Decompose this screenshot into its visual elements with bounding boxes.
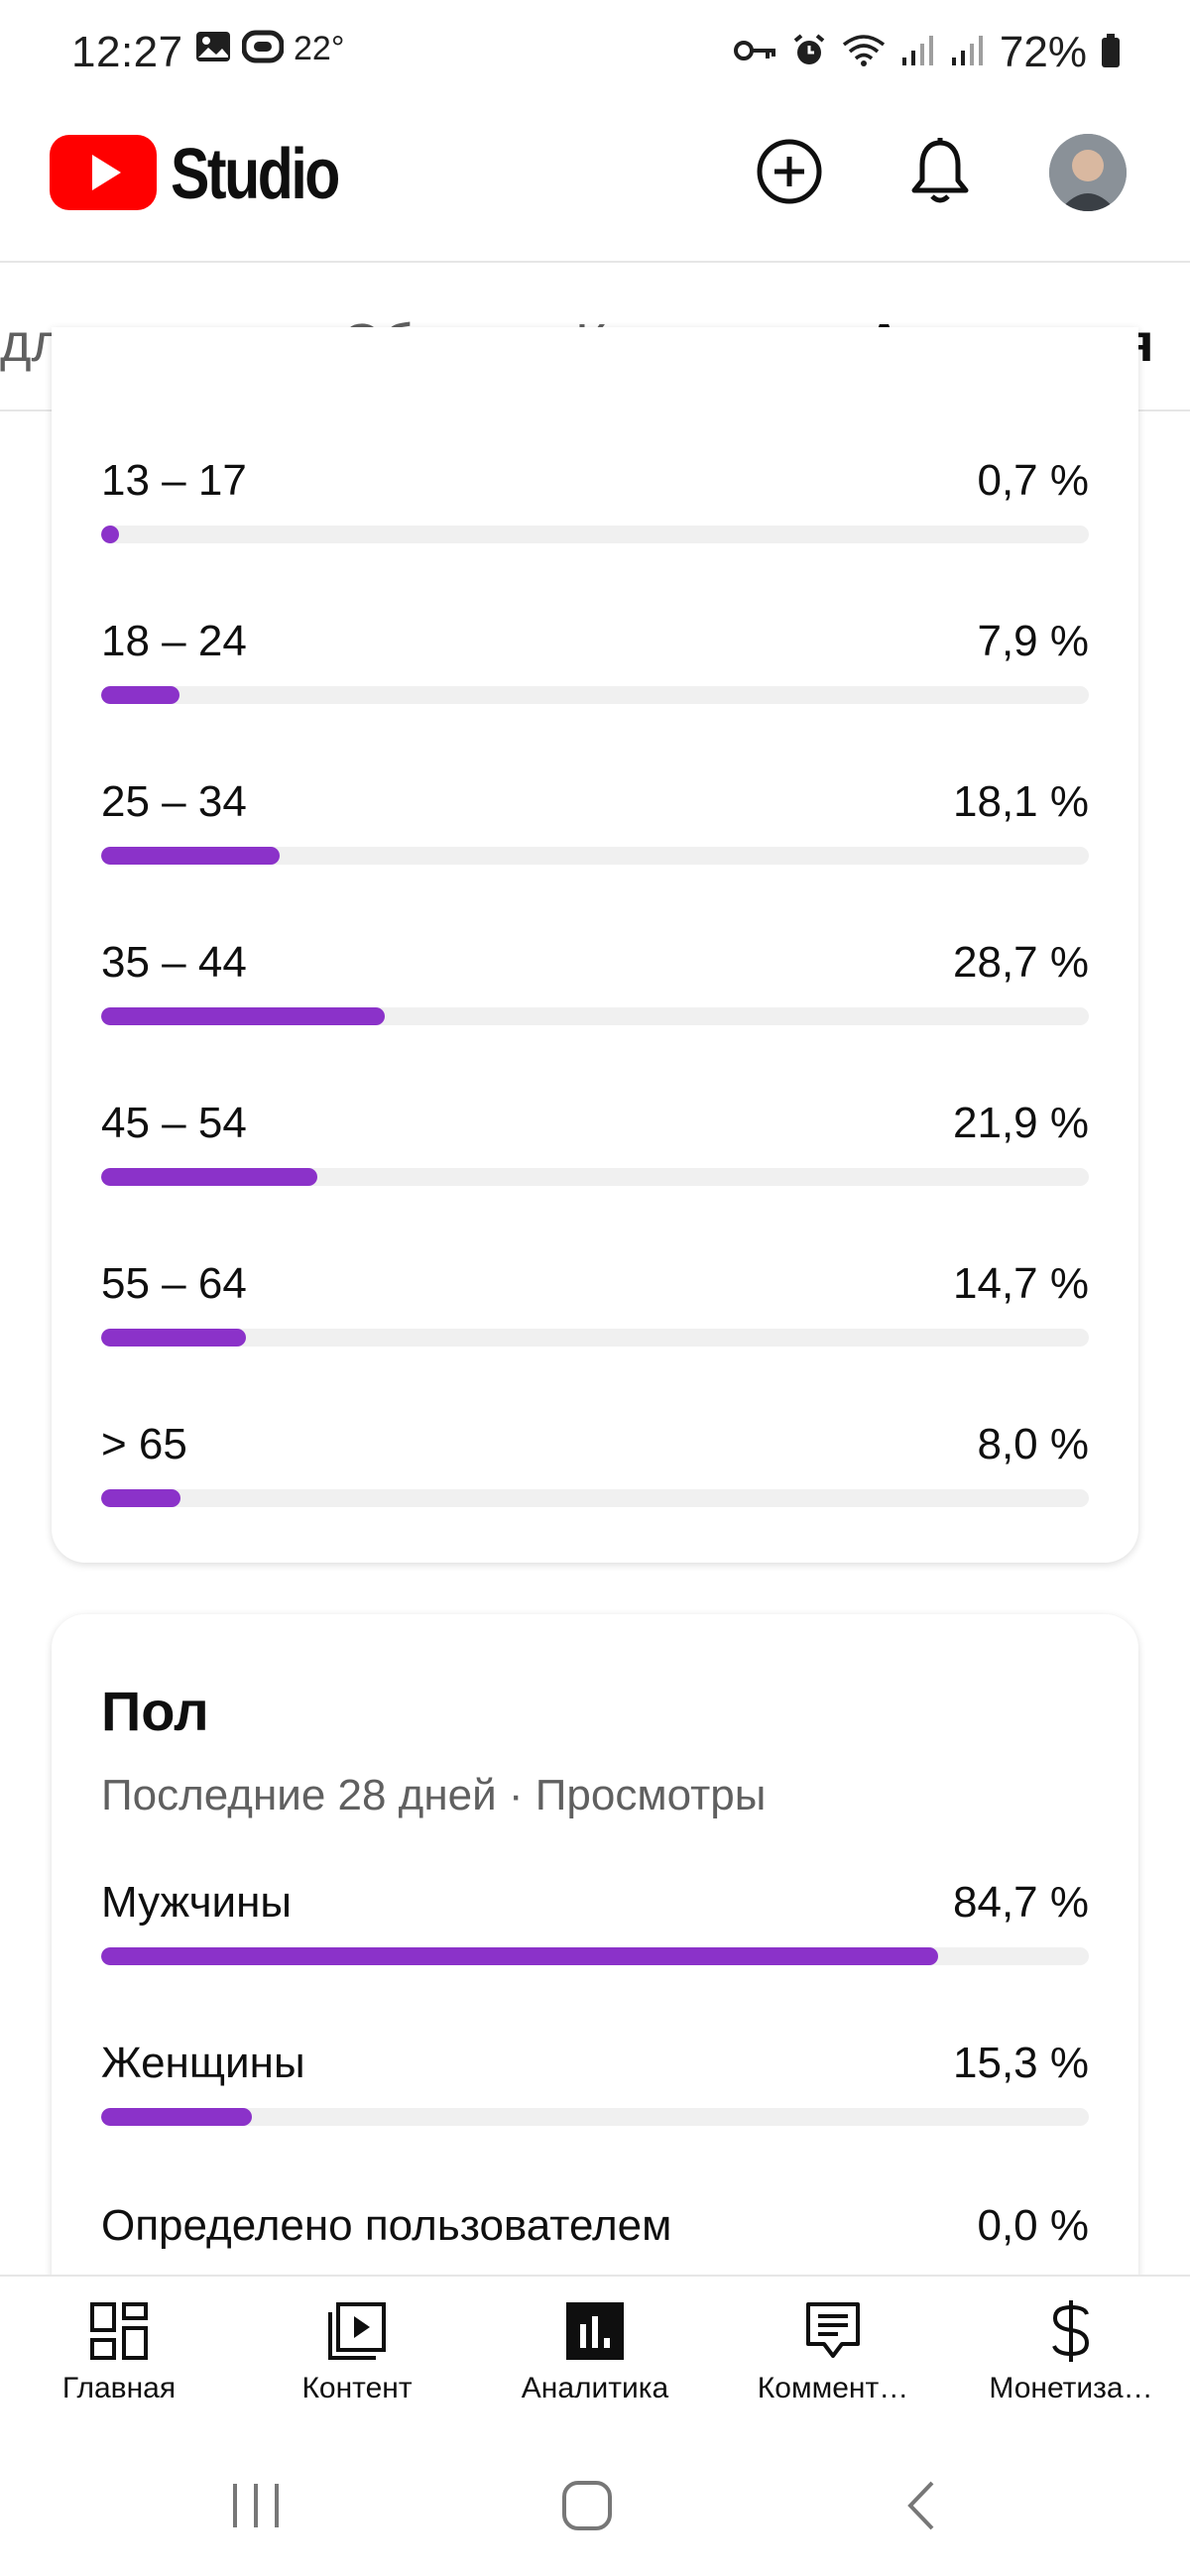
age-label: 18 – 24 (101, 617, 247, 665)
age-value: 18,1 % (953, 777, 1089, 826)
notifications-button[interactable] (900, 134, 980, 213)
youtube-logo-icon (50, 134, 157, 215)
gender-value: 84,7 % (953, 1878, 1089, 1927)
age-row: 25 – 34 18,1 % (101, 777, 1089, 877)
recent-apps-button[interactable] (216, 2473, 296, 2542)
age-row: 13 – 17 0,7 % (101, 456, 1089, 555)
app-icon (241, 30, 285, 68)
age-row: > 65 8,0 % (101, 1420, 1089, 1519)
app-header: Studio (0, 109, 1190, 263)
nav-comments[interactable]: Коммент… (714, 2296, 952, 2405)
age-label: 55 – 64 (101, 1259, 247, 1308)
vpn-key-icon (733, 36, 777, 70)
gender-value: 0,0 % (977, 2201, 1089, 2250)
gender-label: Женщины (101, 2039, 305, 2087)
age-row: 35 – 44 28,7 % (101, 938, 1089, 1037)
progress-fill (101, 1947, 938, 1965)
account-avatar[interactable] (1049, 134, 1127, 211)
progress-fill (101, 1007, 385, 1025)
comments-icon (714, 2296, 952, 2366)
gender-subtitle: Последние 28 дней · Просмотры (101, 1771, 767, 1819)
gender-value: 15,3 % (953, 2039, 1089, 2087)
bell-icon (908, 137, 972, 211)
dashboard-icon (0, 2296, 238, 2366)
nav-analytics[interactable]: Аналитика (476, 2296, 714, 2405)
nav-analytics-label: Аналитика (521, 2372, 669, 2404)
progress-fill (101, 847, 281, 865)
gender-card: Пол Последние 28 дней · Просмотры Мужчин… (52, 1614, 1138, 2308)
create-button[interactable] (750, 134, 829, 213)
progress-track (101, 686, 1089, 704)
status-right-icons: 72% (733, 28, 1121, 77)
progress-track (101, 2108, 1089, 2126)
gallery-icon (194, 30, 232, 68)
age-label: 13 – 17 (101, 456, 247, 505)
age-value: 0,7 % (977, 456, 1089, 505)
gender-label: Определено пользователем (101, 2201, 672, 2250)
nav-monetization[interactable]: Монетиза… (952, 2296, 1190, 2405)
status-time: 12:27 (71, 28, 183, 76)
gender-row: Мужчины 84,7 % (101, 1878, 1089, 1977)
back-button[interactable] (883, 2473, 962, 2542)
analytics-icon (476, 2296, 714, 2366)
nav-comments-label: Коммент… (757, 2372, 909, 2404)
battery-percent: 72% (999, 28, 1087, 76)
monetization-icon (952, 2296, 1190, 2366)
progress-track (101, 1168, 1089, 1186)
recent-apps-icon (229, 2482, 283, 2534)
bottom-navigation: Главная Контент Аналитика Коммент… Монет… (0, 2275, 1190, 2433)
age-label: 25 – 34 (101, 777, 247, 826)
nav-content[interactable]: Контент (238, 2296, 476, 2405)
nav-monetization-label: Монетиза… (989, 2372, 1153, 2404)
back-icon (902, 2479, 942, 2537)
battery-icon (1101, 33, 1121, 73)
gender-title: Пол (101, 1680, 209, 1742)
gender-row: Женщины 15,3 % (101, 2039, 1089, 2138)
progress-fill (101, 2108, 253, 2126)
status-left-icons: 22° (194, 30, 344, 68)
signal-icon-2 (950, 34, 986, 72)
status-bar: 12:27 22° 72% (0, 0, 1190, 109)
gender-label: Мужчины (101, 1878, 293, 1927)
age-row: 55 – 64 14,7 % (101, 1259, 1089, 1358)
age-row: 18 – 24 7,9 % (101, 617, 1089, 716)
nav-dashboard-label: Главная (61, 2372, 177, 2404)
age-label: 35 – 44 (101, 938, 247, 987)
progress-track (101, 1947, 1089, 1965)
progress-track (101, 847, 1089, 865)
progress-fill (101, 1489, 180, 1507)
wifi-icon (841, 33, 887, 73)
age-row: 45 – 54 21,9 % (101, 1099, 1089, 1198)
progress-fill (101, 686, 179, 704)
home-icon (560, 2479, 614, 2537)
nav-dashboard[interactable]: Главная (0, 2296, 238, 2405)
progress-track (101, 526, 1089, 543)
content-icon (238, 2296, 476, 2366)
gender-row: Определено пользователем 0,0 % (101, 2201, 1089, 2300)
age-value: 7,9 % (977, 617, 1089, 665)
age-label: > 65 (101, 1420, 187, 1468)
age-value: 8,0 % (977, 1420, 1089, 1468)
home-button[interactable] (547, 2473, 627, 2542)
age-value: 14,7 % (953, 1259, 1089, 1308)
age-value: 21,9 % (953, 1099, 1089, 1147)
age-card: 13 – 17 0,7 % 18 – 24 7,9 % 25 – 34 18,1… (52, 327, 1138, 1563)
progress-track (101, 1329, 1089, 1347)
progress-track (101, 1007, 1089, 1025)
alarm-icon (791, 33, 827, 73)
age-value: 28,7 % (953, 938, 1089, 987)
progress-track (101, 1489, 1089, 1507)
age-label: 45 – 54 (101, 1099, 247, 1147)
progress-fill (101, 1329, 247, 1347)
nav-content-label: Контент (301, 2372, 413, 2404)
signal-icon (900, 34, 936, 72)
progress-fill (101, 1168, 318, 1186)
system-navigation (0, 2433, 1190, 2576)
logo-text: Studio (171, 135, 340, 214)
studio-logo[interactable]: Studio (50, 134, 375, 215)
avatar-image (1049, 134, 1127, 211)
progress-fill (101, 526, 119, 543)
add-circle-icon (755, 137, 824, 211)
status-temperature: 22° (294, 30, 345, 67)
